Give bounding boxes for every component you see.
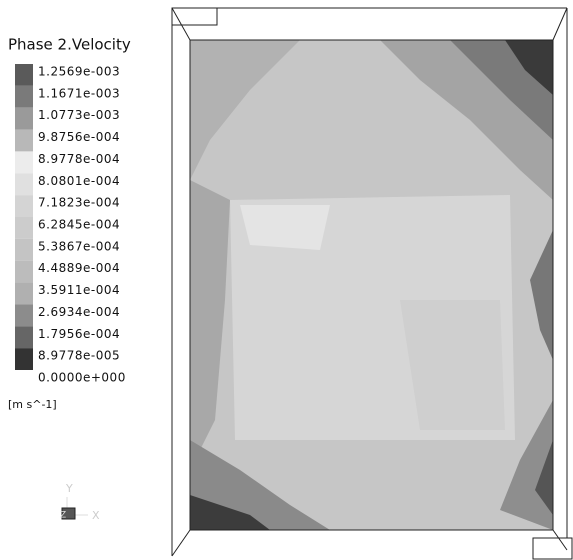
legend-label: 1.1671e-003 [38,86,120,100]
legend-swatch [15,173,33,195]
legend-label: 8.0801e-004 [38,174,120,188]
legend-swatch [15,64,33,86]
legend-units: [m s^-1] [8,398,57,411]
legend-swatch [15,326,33,348]
contour-field [190,40,553,530]
legend-swatch [15,108,33,130]
legend-label: 8.9778e-005 [38,349,120,363]
axis-y-label: Y [65,482,73,495]
legend-label: 7.1823e-004 [38,196,120,210]
legend-swatch [15,86,33,108]
legend-label: 5.3867e-004 [38,239,120,253]
legend-label: 1.7956e-004 [38,327,120,341]
legend-label: 4.4889e-004 [38,261,120,275]
legend-swatch [15,195,33,217]
legend: 1.2569e-003 1.1671e-003 1.0773e-003 9.8756e… [15,64,126,385]
legend-label: 2.6934e-004 [38,305,120,319]
legend-label: 3.5911e-004 [38,283,120,297]
axis-x-label: X [92,509,100,522]
legend-label: 0.0000e+000 [38,371,126,385]
cfd-view: Phase 2.Velocity 1.2569e-0031.1671e-0031… [0,0,573,560]
axis-z-label: Z [60,511,66,521]
legend-title: Phase 2.Velocity [8,36,131,54]
legend-swatch [15,283,33,305]
legend-swatch [15,348,33,370]
legend-swatch [15,217,33,239]
legend-swatch [15,130,33,152]
legend-label: 6.2845e-004 [38,218,120,232]
contour-core [240,205,330,250]
legend-swatch [15,239,33,261]
legend-swatch [15,151,33,173]
legend-swatch [15,304,33,326]
legend-label: 1.2569e-003 [38,65,120,79]
legend-label: 9.8756e-004 [38,130,120,144]
legend-label: 1.0773e-003 [38,108,120,122]
legend-swatch [15,261,33,283]
legend-label: 8.9778e-004 [38,152,120,166]
